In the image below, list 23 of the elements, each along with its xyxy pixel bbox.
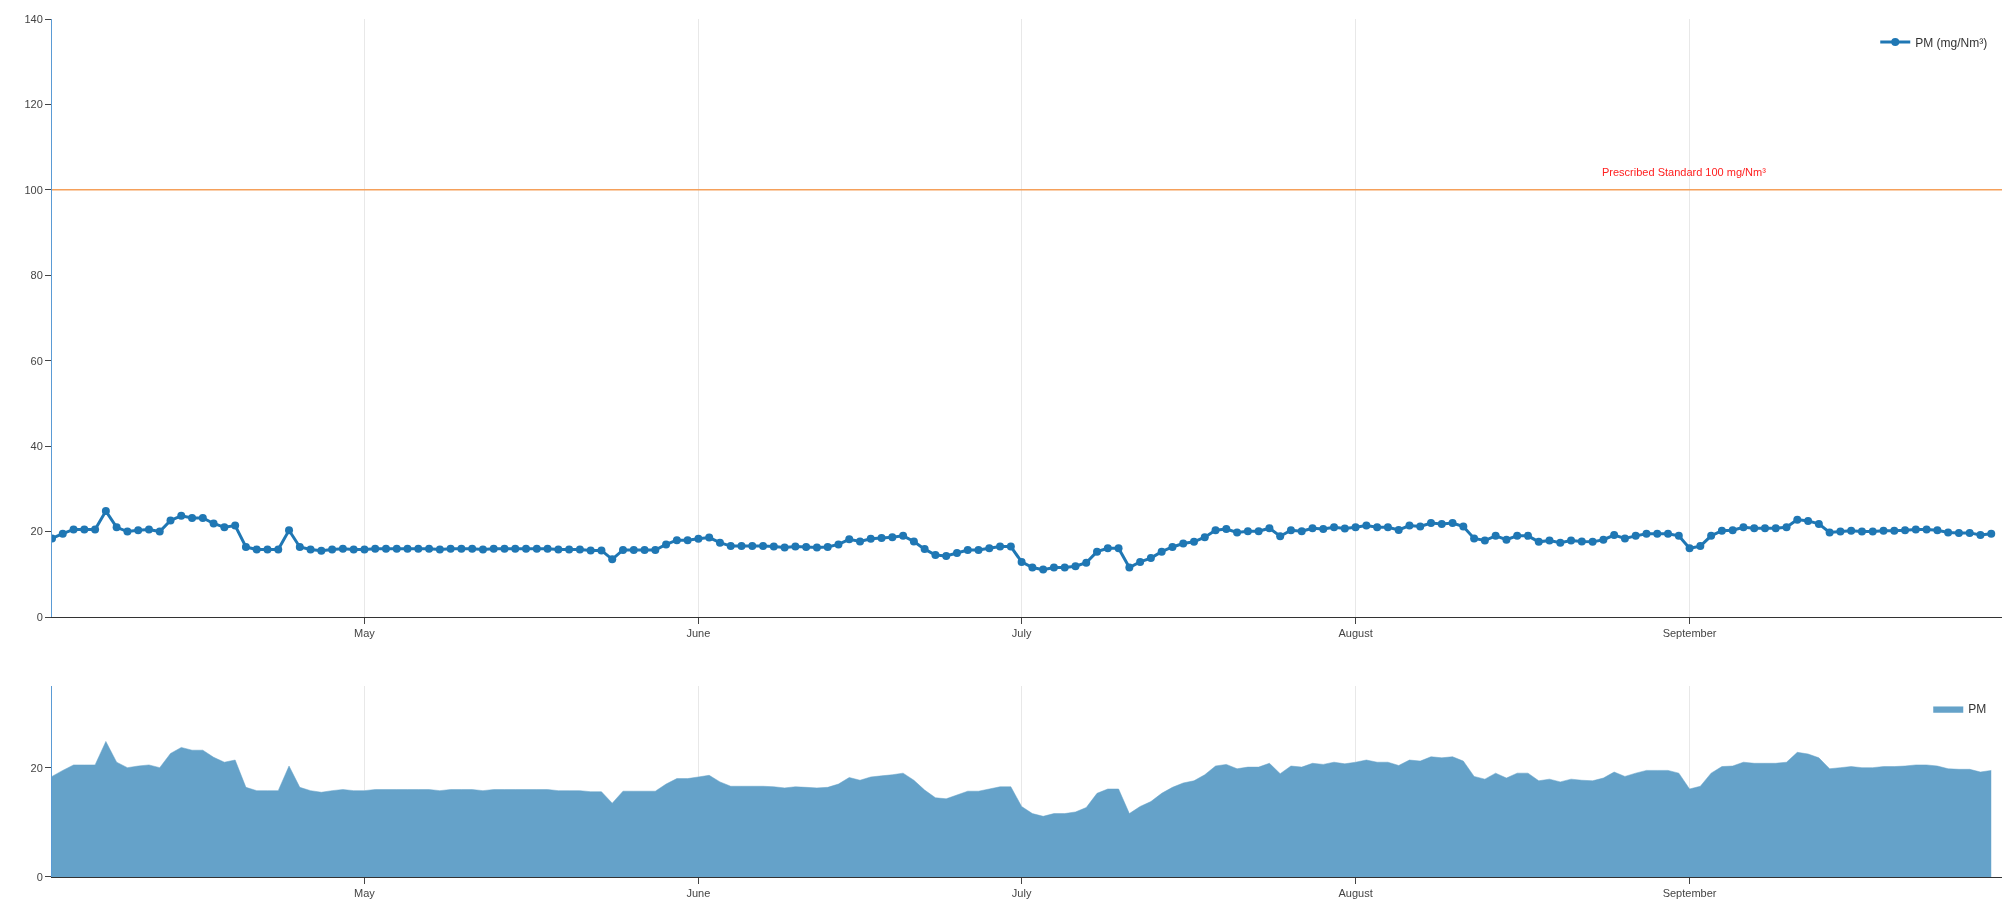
- y-tick-label: 20: [30, 525, 43, 538]
- y-tick-label: 100: [24, 183, 43, 196]
- x-tick-label: June: [686, 887, 711, 900]
- x-tick-label: May: [354, 627, 376, 640]
- x-tick-label: September: [1662, 627, 1717, 640]
- y-tick-label: 0: [36, 610, 43, 623]
- x-tick-label: June: [686, 627, 711, 640]
- y-tick-label: 20: [30, 761, 43, 774]
- x-tick-label: August: [1338, 627, 1373, 640]
- y-tick-label: 80: [30, 269, 43, 282]
- x-tick-label: July: [1011, 627, 1032, 640]
- legend-label: PM (mg/Nm³): [1915, 35, 1988, 50]
- x-tick-label: August: [1338, 887, 1373, 900]
- y-tick-label: 40: [30, 440, 43, 453]
- y-tick-label: 120: [24, 98, 43, 111]
- legend-label: PM: [1968, 702, 1987, 717]
- y-tick-label: 60: [30, 354, 43, 367]
- x-tick-label: July: [1011, 887, 1032, 900]
- y-tick-label: 140: [24, 12, 43, 25]
- y-tick-label: 0: [36, 870, 43, 883]
- ref-line-label: Prescribed Standard 100 mg/Nm³: [1602, 166, 1767, 178]
- x-tick-label: September: [1662, 887, 1717, 900]
- x-tick-label: May: [354, 887, 376, 900]
